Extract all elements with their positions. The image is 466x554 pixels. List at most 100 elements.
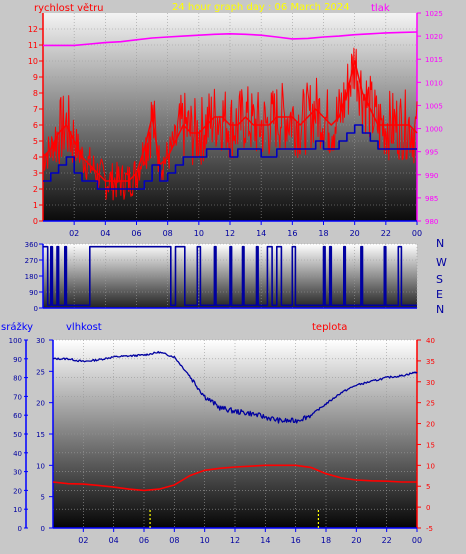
wind-x-tick-label: 14	[256, 229, 266, 238]
rain-y-tick-label: 60	[13, 412, 22, 420]
wind-speed-label: rychlost větru	[34, 2, 104, 14]
temperature-y-tick-label: -5	[426, 525, 433, 533]
wind-x-tick-label: 06	[131, 229, 141, 238]
temperature-y-tick-label: 40	[426, 337, 435, 345]
direction-y-tick-label: 0	[34, 305, 38, 313]
humidity-y-tick-label: 0	[41, 525, 45, 533]
humidity-y-tick-label: 25	[36, 368, 45, 376]
climate-x-tick-label: 00	[412, 536, 422, 545]
wind-x-tick-label: 22	[381, 229, 391, 238]
direction-y-tick-label: 360	[25, 241, 38, 249]
wind-y-tick-label: 3	[33, 169, 38, 178]
pressure-y-tick-label: 980	[425, 218, 438, 226]
climate-x-tick-label: 18	[321, 536, 331, 545]
temperature-y-tick-label: 15	[426, 441, 435, 449]
climate-x-tick-label: 22	[382, 536, 392, 545]
wind-x-tick-label: 16	[287, 229, 297, 238]
pressure-y-tick-label: 1005	[425, 102, 443, 110]
wind-y-tick-label: 10	[28, 57, 38, 66]
climate-x-tick-label: 10	[200, 536, 210, 545]
climate-x-tick-label: 08	[169, 536, 179, 545]
pressure-y-tick-label: 1025	[425, 10, 443, 18]
rain-y-tick-label: 100	[9, 337, 22, 345]
humidity-y-tick-label: 15	[36, 431, 45, 439]
rain-y-tick-label: 40	[13, 450, 22, 458]
wind-average-series	[43, 124, 417, 190]
pressure-y-tick-label: 1000	[425, 126, 443, 134]
rain-y-tick-label: 50	[13, 431, 22, 439]
wind-x-tick-label: 10	[194, 229, 204, 238]
temperature-label: teplota	[312, 322, 347, 333]
humidity-y-tick-label: 20	[36, 400, 45, 408]
wind-y-tick-label: 5	[33, 137, 38, 146]
temperature-y-tick-label: 10	[426, 462, 435, 470]
pressure-y-tick-label: 990	[425, 172, 438, 180]
temperature-y-tick-label: 35	[426, 358, 435, 366]
humidity-y-tick-label: 5	[41, 494, 45, 502]
compass-n-4: N	[436, 303, 444, 316]
pressure-y-tick-label: 985	[425, 195, 438, 203]
humidity-series	[52, 350, 418, 424]
rain-y-tick-label: 80	[13, 375, 22, 383]
rain-label: srážky	[1, 321, 33, 333]
direction-y-tick-label: 180	[25, 273, 38, 281]
wind-gust-trend	[42, 60, 418, 182]
chart-title: 24 hour graph day : 06 March 2024	[172, 2, 350, 13]
climate-x-tick-label: 16	[291, 536, 301, 545]
direction-chart: 0 90 180 270 360	[25, 241, 418, 313]
pressure-series	[43, 31, 418, 47]
humidity-y-tick-label: 30	[36, 337, 45, 345]
compass-e-3: E	[436, 288, 443, 301]
wind-y-tick-label: 1	[33, 201, 38, 210]
wind-y-tick-label: 12	[28, 25, 38, 34]
climate-chart: 02 04 06 08 10 12 14 16 18 20 22 000102030405060708…	[9, 337, 435, 545]
wind-y-tick-label: 4	[33, 153, 38, 162]
wind-x-tick-label: 04	[100, 229, 110, 238]
direction-y-tick-label: 270	[25, 257, 38, 265]
direction-y-tick-label: 90	[29, 289, 38, 297]
humidity-y-tick-label: 10	[36, 462, 45, 470]
climate-x-tick-label: 20	[351, 536, 361, 545]
wind-y-tick-label: 7	[33, 105, 38, 114]
pressure-y-tick-label: 1020	[425, 33, 443, 41]
wind-x-tick-label: 00	[412, 229, 422, 238]
temperature-y-tick-label: 0	[426, 504, 430, 512]
climate-x-tick-label: 14	[260, 536, 270, 545]
rain-y-tick-label: 90	[13, 356, 22, 364]
pressure-y-tick-label: 1015	[425, 56, 443, 64]
compass-n-0: N	[436, 237, 444, 250]
pressure-y-tick-label: 995	[425, 149, 438, 157]
rain-y-tick-label: 10	[13, 506, 22, 514]
wind-y-tick-label: 6	[33, 121, 38, 130]
temperature-y-tick-label: 30	[426, 379, 435, 387]
wind-x-tick-label: 08	[163, 229, 173, 238]
climate-x-tick-label: 12	[230, 536, 240, 545]
temperature-y-tick-label: 25	[426, 400, 435, 408]
temperature-series	[52, 464, 417, 492]
rain-y-tick-label: 20	[13, 487, 22, 495]
rain-y-tick-label: 0	[18, 525, 22, 533]
temperature-y-tick-label: 20	[426, 421, 435, 429]
rain-y-tick-label: 70	[13, 393, 22, 401]
wind-x-tick-label: 02	[69, 229, 79, 238]
wind-chart: 02 04 06 08 10 12 14 16 18 20 22 000123456789101112…	[28, 10, 443, 238]
compass-s-2: S	[436, 273, 443, 286]
wind-x-tick-label: 12	[225, 229, 235, 238]
wind-y-tick-label: 2	[33, 185, 38, 194]
pressure-label: tlak	[371, 3, 390, 14]
wind-y-tick-label: 0	[33, 217, 38, 226]
wind-x-tick-label: 20	[350, 229, 360, 238]
wind-y-tick-label: 8	[33, 89, 38, 98]
pressure-y-tick-label: 1010	[425, 79, 443, 87]
humidity-label: vlhkost	[66, 322, 102, 333]
wind-y-tick-label: 11	[28, 41, 38, 50]
rain-y-tick-label: 30	[13, 469, 22, 477]
temperature-y-tick-label: 5	[426, 483, 430, 491]
wind-x-tick-label: 18	[318, 229, 328, 238]
compass-w-1: W	[436, 256, 447, 269]
direction-series	[43, 245, 417, 307]
climate-x-tick-label: 06	[139, 536, 149, 545]
wind-y-tick-label: 9	[33, 73, 38, 82]
